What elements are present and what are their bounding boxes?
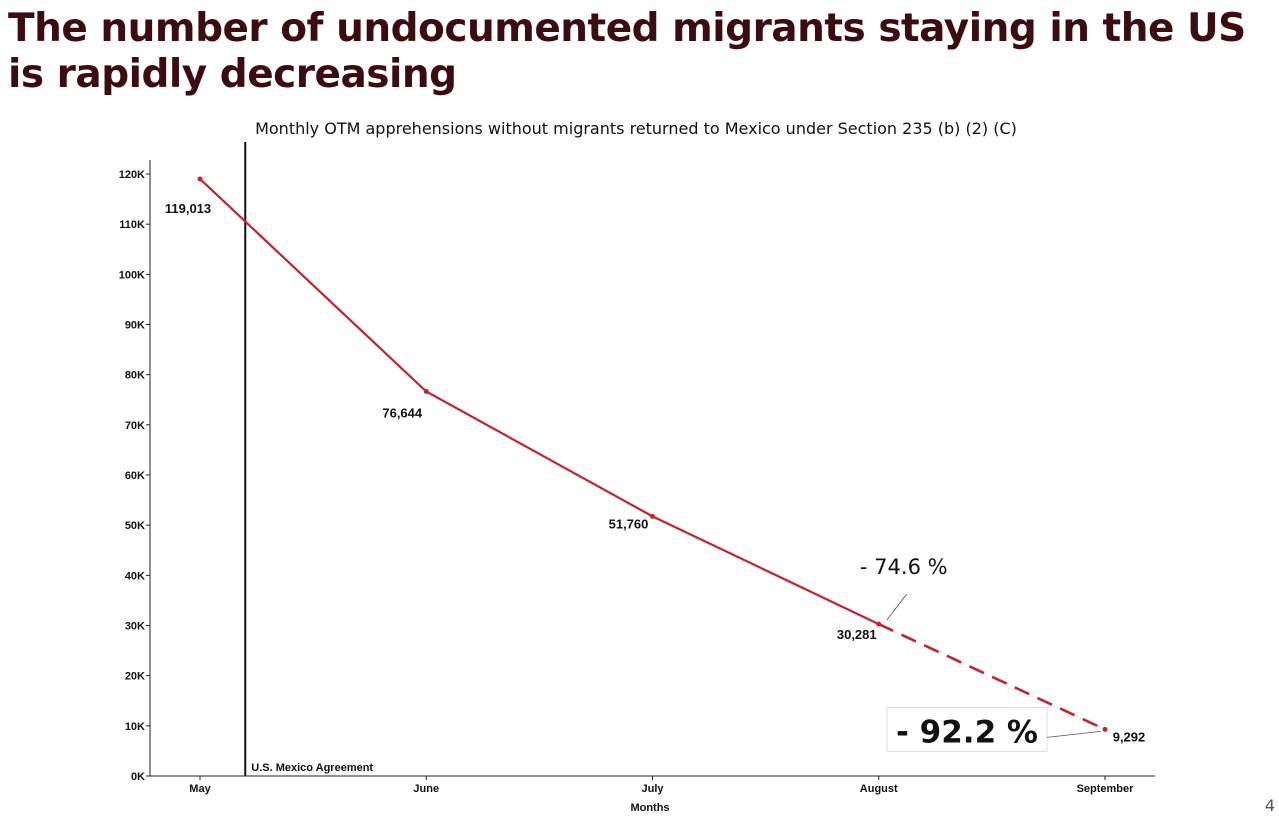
- annotation-label: - 74.6 %: [860, 555, 948, 579]
- x-tick-label: July: [641, 783, 664, 795]
- data-point: [197, 176, 203, 182]
- y-tick-label: 40K: [125, 570, 145, 582]
- chart-series: [197, 176, 1108, 732]
- y-tick-label: 80K: [125, 370, 145, 382]
- page-number: 4: [1264, 796, 1275, 815]
- data-label: 51,760: [609, 516, 649, 531]
- series-line-dashed: [878, 622, 1106, 731]
- y-tick-label: 50K: [125, 520, 145, 532]
- chart-annotations: - 74.6 % - 92.2 %: [860, 555, 1102, 752]
- annotation-label-boxed: - 92.2 %: [896, 714, 1038, 750]
- annotation-leader-boxed: [1046, 730, 1102, 738]
- data-label: 30,281: [837, 627, 877, 642]
- x-tick-label: August: [860, 783, 898, 795]
- agreement-label: U.S. Mexico Agreement: [251, 762, 373, 774]
- data-point: [1102, 726, 1108, 732]
- annotation-box: [886, 706, 1048, 752]
- y-tick-label: 30K: [125, 621, 145, 633]
- x-axis-title: Months: [630, 802, 669, 814]
- x-tick-label: May: [189, 783, 211, 795]
- y-tick-label: 10K: [125, 721, 145, 733]
- data-point: [423, 389, 429, 395]
- chart-data-labels: 119,013 76,644 51,760 30,281 9,292: [165, 201, 1145, 744]
- y-tick-label: 90K: [125, 320, 145, 332]
- series-line-solid: [199, 178, 880, 626]
- x-tick-label: September: [1077, 783, 1135, 795]
- x-tick-label: June: [413, 783, 439, 795]
- data-label: 9,292: [1113, 729, 1146, 744]
- data-point: [876, 621, 882, 627]
- data-label: 119,013: [165, 201, 211, 216]
- y-tick-label: 120K: [119, 169, 145, 181]
- annotation-leader: [886, 593, 908, 621]
- y-tick-label: 20K: [125, 671, 145, 683]
- y-tick-label: 60K: [125, 470, 145, 482]
- chart-subtitle: Monthly OTM apprehensions without migran…: [255, 119, 1017, 138]
- y-tick-label: 100K: [119, 269, 145, 281]
- y-tick-label: 70K: [125, 420, 145, 432]
- y-tick-label: 0K: [131, 771, 145, 783]
- data-label: 76,644: [382, 406, 423, 421]
- chart-axes: 0K 10K 20K 30K 40K 50K 60K 70K 80K 90K 100K 110K 120…: [119, 160, 1155, 795]
- agreement-marker: U.S. Mexico Agreement: [244, 142, 373, 776]
- y-tick-label: 110K: [119, 219, 145, 231]
- data-point: [650, 513, 655, 519]
- page-title: The number of undocumented migrants stay…: [8, 6, 1246, 97]
